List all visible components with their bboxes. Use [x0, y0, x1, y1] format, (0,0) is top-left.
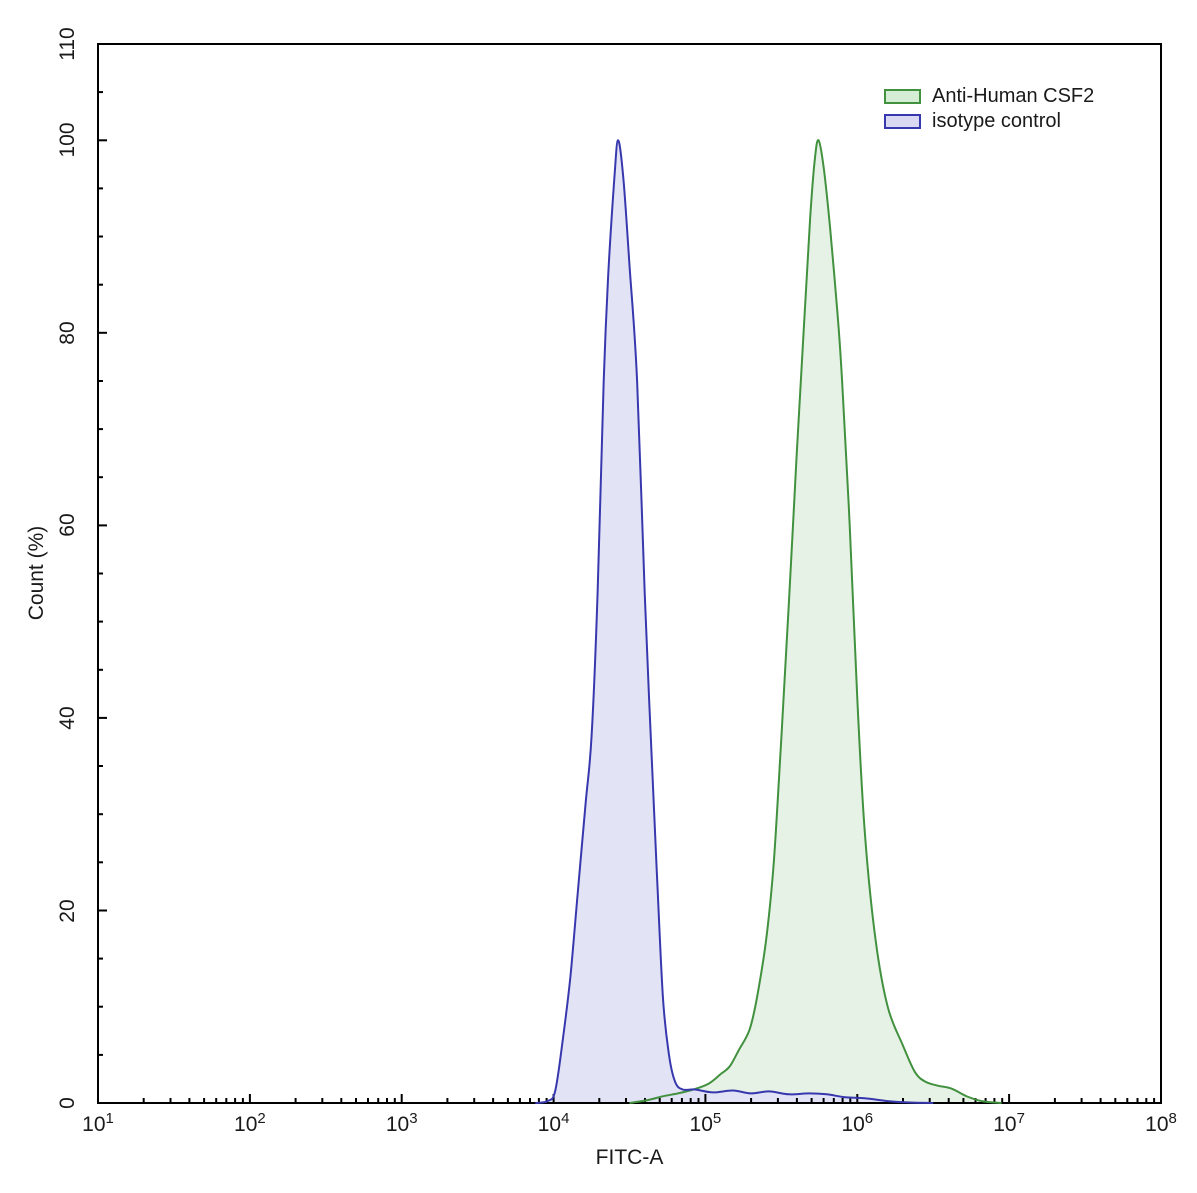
legend-label: isotype control: [932, 110, 1061, 132]
legend-swatch-blue: [884, 114, 921, 129]
legend-label: Anti-Human CSF2: [932, 85, 1095, 107]
curve-isotype-control: [535, 139, 934, 1104]
series-outline-curves: [535, 139, 1002, 1104]
area-isotype-control: [535, 140, 934, 1104]
legend-item-anti-human-csf2: Anti-Human CSF2: [884, 84, 1094, 109]
legend: Anti-Human CSF2 isotype control: [884, 84, 1094, 134]
legend-swatch-green: [884, 89, 921, 104]
series-fill-areas: [535, 140, 1002, 1104]
area-anti-human-csf2: [629, 140, 1002, 1103]
curve-anti-human-csf2: [629, 139, 1002, 1104]
legend-item-isotype-control: isotype control: [884, 109, 1094, 134]
